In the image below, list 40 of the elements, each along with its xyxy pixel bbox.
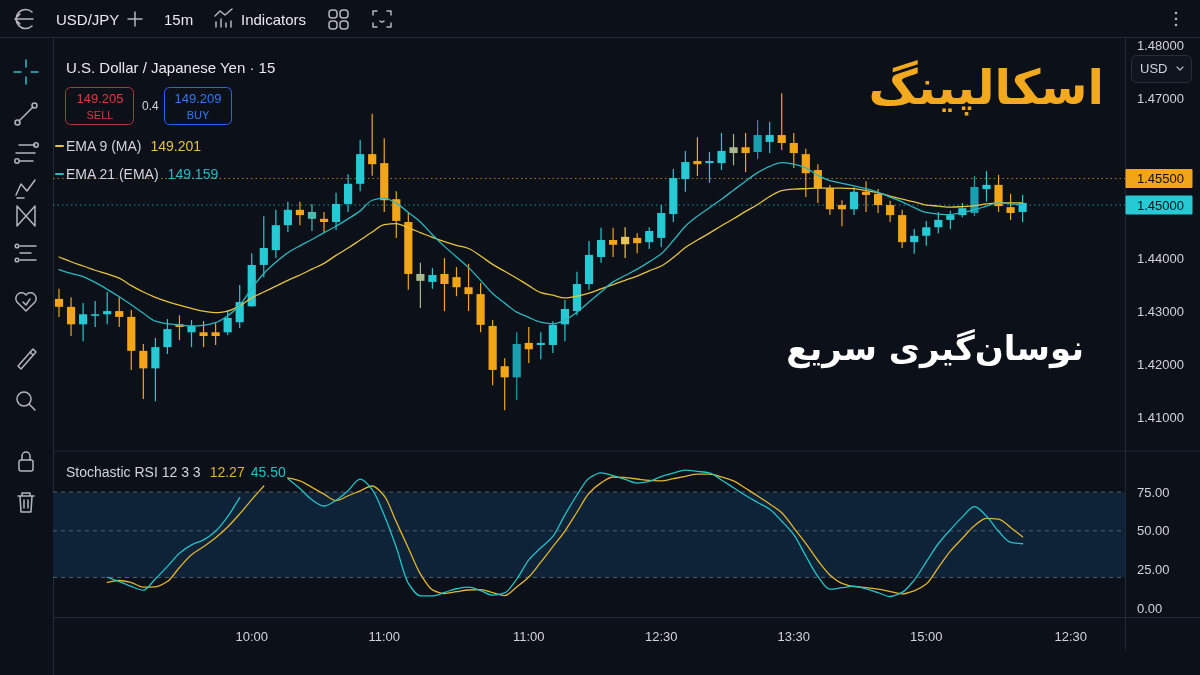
annotation: 149.209 (174, 91, 222, 106)
text: Stochastic RSI 12 3 3 (66, 464, 201, 480)
y-tick-label: 1.41000 (1137, 409, 1184, 425)
y-tick-label: 1.42000 (1137, 356, 1184, 372)
annotation: 45.50 (250, 464, 286, 480)
y-tick-label: 1.47000 (1137, 91, 1184, 107)
text: نوسان‌گیری سریع (786, 328, 1084, 369)
legend-entry: EMA 9 (MA) 149.201 (55, 138, 202, 154)
y-tick-label: 75.00 (1137, 484, 1170, 500)
text: Indicators (241, 11, 307, 28)
text: اسکالپینگ (868, 59, 1104, 116)
annotation: 149.201 (150, 138, 202, 154)
y-tick-label: 25.00 (1137, 562, 1170, 578)
legend-entry: EMA 21 (EMA) 149.159 (55, 166, 219, 182)
x-tick-label: 13:30 (777, 629, 811, 644)
annotation: 0.4 (142, 99, 160, 113)
x-tick-label: 12:30 (645, 629, 678, 644)
ref-line-label: 1.45000 (1137, 197, 1184, 213)
x-tick-label: 11:00 (368, 629, 401, 644)
y-tick-label: 0.00 (1137, 600, 1163, 616)
x-tick-label: 10:00 (235, 629, 269, 644)
y-tick-label: 1.44000 (1137, 250, 1184, 266)
annotation: 149.159 (167, 166, 219, 182)
annotation: U.S. Dollar / Japanese Yen · 15 (66, 59, 276, 76)
annotation: 149.205 (76, 91, 124, 106)
annotation: SELL (86, 108, 114, 121)
legend-label: EMA 21 (EMA) (66, 166, 159, 182)
annotation: BUY (186, 108, 210, 121)
y-tick-label: 1.48000 (1137, 38, 1184, 54)
ref-line-label: 1.45500 (1137, 171, 1184, 187)
annotation: 12.27 (209, 464, 245, 480)
y-tick-label: 1.43000 (1137, 303, 1184, 319)
text: 15m (164, 11, 194, 28)
text: USD (1140, 61, 1168, 76)
y-tick-label: 50.00 (1137, 523, 1170, 539)
x-tick-label: 12:30 (1054, 629, 1088, 644)
x-tick-label: 11:00 (512, 629, 545, 644)
text: USD/JPY (56, 11, 120, 28)
legend-label: EMA 9 (MA) (66, 138, 142, 154)
x-tick-label: 15:00 (909, 629, 943, 644)
